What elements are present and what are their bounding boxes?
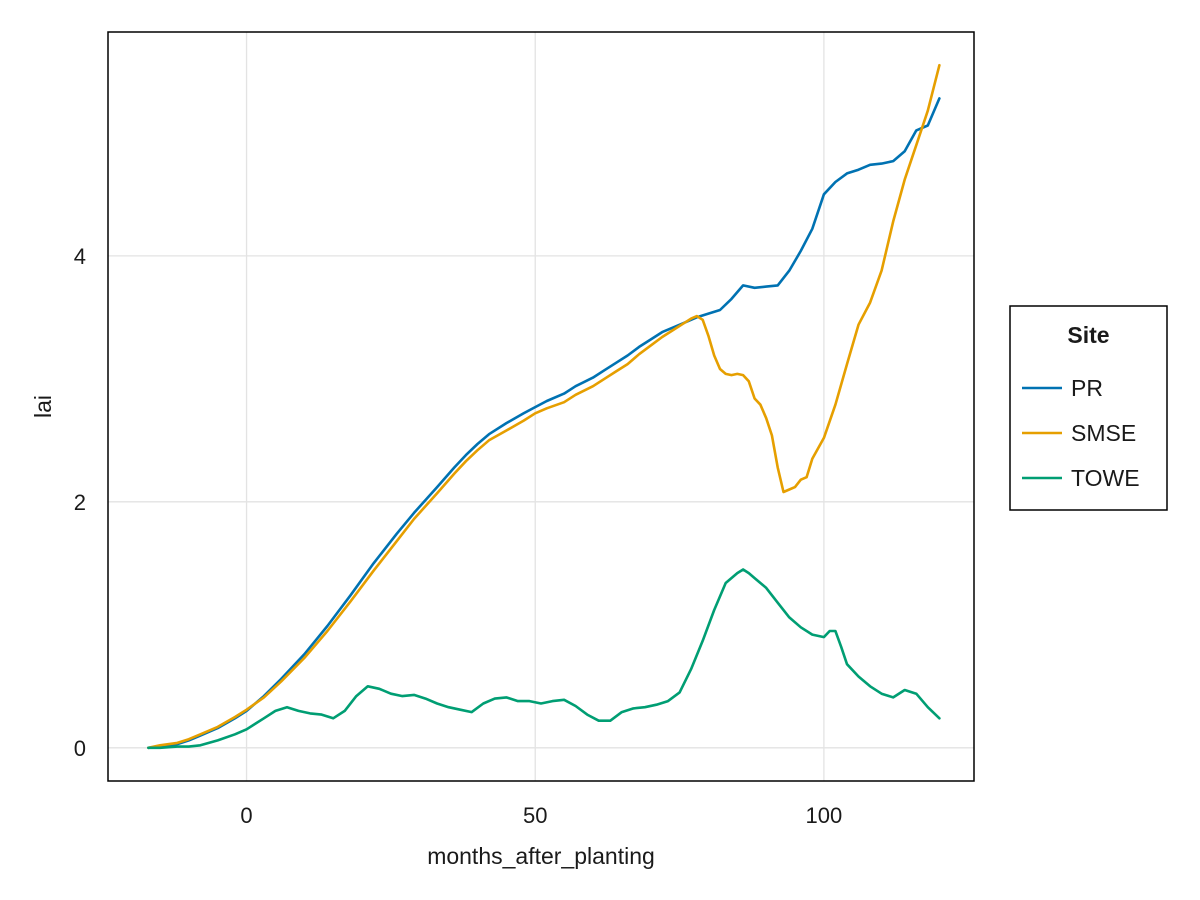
legend-title: Site xyxy=(1067,322,1109,348)
axis-ticks: 0 50 100 0 2 4 xyxy=(74,244,843,828)
legend-label-towe: TOWE xyxy=(1071,465,1140,491)
y-tick-label: 2 xyxy=(74,490,86,515)
legend: Site PR SMSE TOWE xyxy=(1009,305,1168,511)
plot-area-frame xyxy=(107,31,975,782)
y-tick-label: 0 xyxy=(74,736,86,761)
y-tick-label: 4 xyxy=(74,244,86,269)
legend-label-smse: SMSE xyxy=(1071,420,1136,446)
x-axis-title: months_after_planting xyxy=(427,843,655,869)
series-line-pr xyxy=(147,97,941,750)
x-tick-label: 0 xyxy=(240,803,252,828)
x-tick-label: 100 xyxy=(806,803,843,828)
series-line-towe xyxy=(147,568,941,750)
legend-label-pr: PR xyxy=(1071,375,1103,401)
grid-lines xyxy=(108,32,974,781)
series-line-smse xyxy=(147,63,941,750)
legend-box xyxy=(1009,305,1168,511)
plot-series xyxy=(147,63,941,750)
legend-items: PR SMSE TOWE xyxy=(1022,375,1140,491)
x-tick-label: 50 xyxy=(523,803,547,828)
y-axis-title: lai xyxy=(30,395,56,418)
